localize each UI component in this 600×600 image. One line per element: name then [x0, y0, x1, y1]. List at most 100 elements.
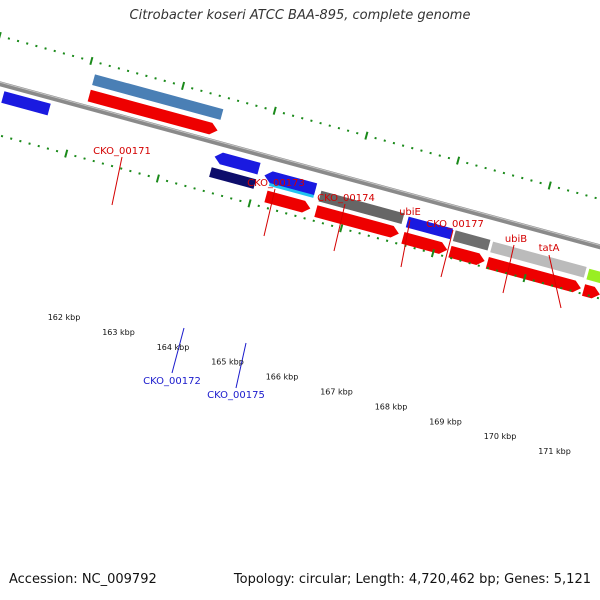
outer-tick-15 [135, 72, 139, 75]
inner-tick-9 [55, 149, 59, 153]
outer-tick-30 [272, 106, 277, 115]
inner-tick-68 [596, 296, 600, 300]
callout-line-cko-00173 [263, 188, 276, 237]
inner-tick-7 [37, 144, 40, 148]
inner-tick-29 [239, 199, 242, 203]
inner-tick-18 [138, 172, 141, 175]
inner-tick-62 [541, 281, 545, 285]
callout-line-cko-00174 [333, 203, 346, 252]
outer-tick-36 [328, 124, 331, 127]
outer-tick-64 [585, 194, 588, 197]
inner-tick-12 [83, 157, 86, 160]
feature-label-cko-00177: CKO_00177 [426, 219, 484, 230]
outer-tick-48 [438, 154, 441, 157]
inner-tick-20 [155, 174, 160, 183]
outer-tick-5 [44, 47, 47, 50]
outer-tick-10 [89, 56, 94, 66]
inner-tick-44 [376, 237, 380, 240]
outer-tick-41 [374, 136, 377, 140]
inner-tick-41 [349, 229, 352, 233]
outer-tick-31 [282, 112, 286, 115]
feature-label-cko-00171: CKO_00171 [93, 146, 151, 157]
outer-tick-16 [145, 74, 148, 78]
inner-tick-52 [450, 256, 453, 260]
inner-tick-8 [46, 147, 50, 150]
inner-tick-13 [92, 159, 95, 163]
scale-label-170: 170 kbp [484, 432, 517, 441]
outer-tick-44 [401, 144, 405, 147]
inner-tick-42 [358, 232, 361, 235]
outer-tick-track [0, 31, 597, 200]
inner-tick-56 [486, 266, 490, 270]
outer-tick-33 [301, 117, 304, 120]
inner-tick-6 [28, 142, 31, 145]
inner-tick-39 [330, 224, 334, 228]
inner-tick-32 [266, 207, 270, 210]
inner-tick-50 [430, 249, 435, 258]
gene-arrow-cko-00173 [264, 190, 311, 213]
callout-line-cko-00172 [171, 327, 185, 374]
outer-tick-0 [0, 31, 2, 41]
inner-tick-40 [339, 224, 344, 233]
backbone-line [0, 77, 600, 277]
accession-text: Accession: NC_009792 [9, 572, 157, 587]
inner-tick-17 [129, 169, 132, 173]
outer-tick-26 [236, 99, 240, 103]
inner-tick-19 [147, 174, 150, 178]
inner-tick-58 [505, 271, 508, 275]
outer-tick-60 [547, 181, 552, 190]
map-title: Citrobacter koseri ATCC BAA-895, complet… [129, 8, 471, 23]
inner-tick-55 [477, 264, 480, 267]
outer-tick-6 [53, 49, 56, 53]
outer-tick-20 [181, 81, 186, 90]
inner-tick-23 [184, 184, 187, 188]
scale-label-162: 162 kbp [48, 313, 81, 322]
cds-bar-ubie [405, 216, 454, 240]
inner-tick-24 [193, 187, 196, 190]
outer-tick-37 [337, 126, 341, 130]
inner-tick-48 [413, 247, 416, 250]
inner-tick-3 [0, 134, 4, 138]
outer-tick-9 [80, 57, 84, 60]
feature-label-cko-00172: CKO_00172 [143, 376, 201, 387]
outer-tick-18 [163, 79, 166, 83]
inner-tick-15 [110, 164, 114, 168]
scale-labels: 162 kbp 163 kbp 164 kbp 165 kbp 166 kbp 167 k… [48, 313, 571, 456]
outer-tick-39 [356, 131, 359, 135]
outer-tick-56 [511, 174, 515, 177]
inner-tick-67 [587, 294, 590, 297]
outer-tick-61 [557, 186, 561, 190]
outer-tick-45 [411, 146, 414, 150]
gene-arrow-cko-00177 [448, 245, 485, 266]
outer-tick-13 [117, 67, 121, 70]
feature-callouts: CKO_00171 CKO_00173 CKO_00174 ubiE CKO_0… [93, 146, 562, 401]
inner-tick-38 [321, 222, 325, 225]
outer-tick-50 [456, 156, 461, 165]
outer-tick-42 [383, 139, 386, 142]
outer-tick-14 [126, 69, 130, 73]
inner-tick-45 [385, 239, 389, 242]
outer-tick-3 [25, 42, 29, 45]
inner-tick-5 [19, 139, 22, 143]
inner-tick-11 [74, 154, 77, 158]
inner-tick-10 [64, 149, 69, 158]
callout-line-cko-00171 [111, 156, 123, 206]
outer-tick-54 [493, 169, 496, 172]
outer-tick-22 [200, 89, 203, 93]
feature-label-ubib: ubiB [505, 234, 527, 245]
inner-tick-34 [285, 212, 288, 215]
inner-tick-57 [495, 269, 499, 272]
inner-tick-4 [9, 137, 13, 140]
outer-tick-17 [154, 77, 157, 80]
cds-bar-cko-00172 [209, 167, 257, 189]
outer-tick-38 [346, 129, 350, 132]
gene-arrow-ubie [401, 232, 448, 254]
inner-tick-22 [174, 182, 178, 185]
backbone-highlight [0, 78, 600, 274]
inner-tick-30 [247, 199, 252, 208]
feature-label-cko-00173: CKO_00173 [247, 178, 305, 189]
outer-tick-34 [310, 119, 313, 122]
scale-label-166: 166 kbp [266, 373, 299, 382]
outer-tick-23 [209, 92, 212, 95]
